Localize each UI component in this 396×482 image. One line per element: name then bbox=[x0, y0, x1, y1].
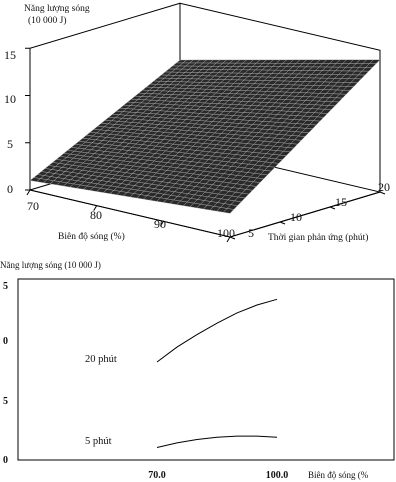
z-tick-label-15: 15 bbox=[4, 48, 16, 62]
z-tick-label-0: 0 bbox=[7, 182, 13, 196]
line-series-5-phut bbox=[156, 435, 278, 448]
surface-cell bbox=[222, 208, 235, 214]
y-tick-label-20: 20 bbox=[378, 180, 390, 194]
line-x-tick-label-70: 70.0 bbox=[148, 470, 166, 481]
surface-chart: Năng lượng sóng (10 000 J) 0 5 10 15 70 … bbox=[4, 2, 390, 243]
x-tick-label-70: 70 bbox=[27, 199, 39, 213]
y-tick-label-15: 15 bbox=[335, 195, 347, 209]
x-tick-mark bbox=[226, 236, 231, 243]
x-tick-label-80: 80 bbox=[90, 208, 102, 222]
x-tick-mark bbox=[159, 221, 164, 227]
y-tick-mark bbox=[379, 191, 386, 195]
z-axis-label-line2: (10 000 J) bbox=[28, 15, 67, 26]
y-tick-label-10: 10 bbox=[290, 210, 302, 224]
series-label-20-phut: 20 phút bbox=[85, 354, 117, 365]
surface-mesh bbox=[29, 59, 381, 214]
y-tick-label-5: 5 bbox=[248, 226, 254, 240]
x-tick-label-90: 90 bbox=[154, 217, 166, 231]
x-tick-mark bbox=[26, 189, 31, 196]
line-x-tick-label-100: 100.0 bbox=[266, 470, 289, 481]
axes-front-edges bbox=[26, 189, 386, 243]
z-axis-label-line1: Năng lượng sóng bbox=[24, 4, 90, 14]
z-tick-label-10: 10 bbox=[4, 92, 16, 106]
y-axis-label: Thời gian phản ứng (phút) bbox=[268, 232, 368, 243]
x-tick-label-100: 100 bbox=[217, 226, 235, 240]
y-tick-mark bbox=[229, 236, 236, 240]
line-series-20-phut bbox=[156, 298, 278, 363]
line-chart: Năng lượng sóng (10 000 J) 5 0 5 0 70.0 … bbox=[0, 260, 395, 481]
line-plot-frame bbox=[17, 278, 395, 461]
line-y-tick-label-4: 0 bbox=[3, 455, 8, 466]
x-axis-label: Biên độ sóng (%) bbox=[58, 231, 125, 242]
y-tick-mark bbox=[329, 206, 336, 210]
z-tick-label-5: 5 bbox=[7, 137, 13, 151]
line-series-group bbox=[156, 298, 278, 448]
line-y-tick-label-3: 5 bbox=[3, 396, 8, 407]
line-y-tick-label-1: 5 bbox=[3, 281, 8, 292]
line-x-axis-label: Biên độ sóng (% bbox=[308, 470, 369, 480]
series-label-5-phut: 5 phút bbox=[85, 436, 112, 447]
line-y-tick-label-2: 0 bbox=[3, 336, 8, 347]
x-tick-mark bbox=[93, 205, 98, 211]
line-y-axis-label: Năng lượng sóng (10 000 J) bbox=[0, 260, 101, 270]
y-tick-mark bbox=[279, 221, 286, 225]
